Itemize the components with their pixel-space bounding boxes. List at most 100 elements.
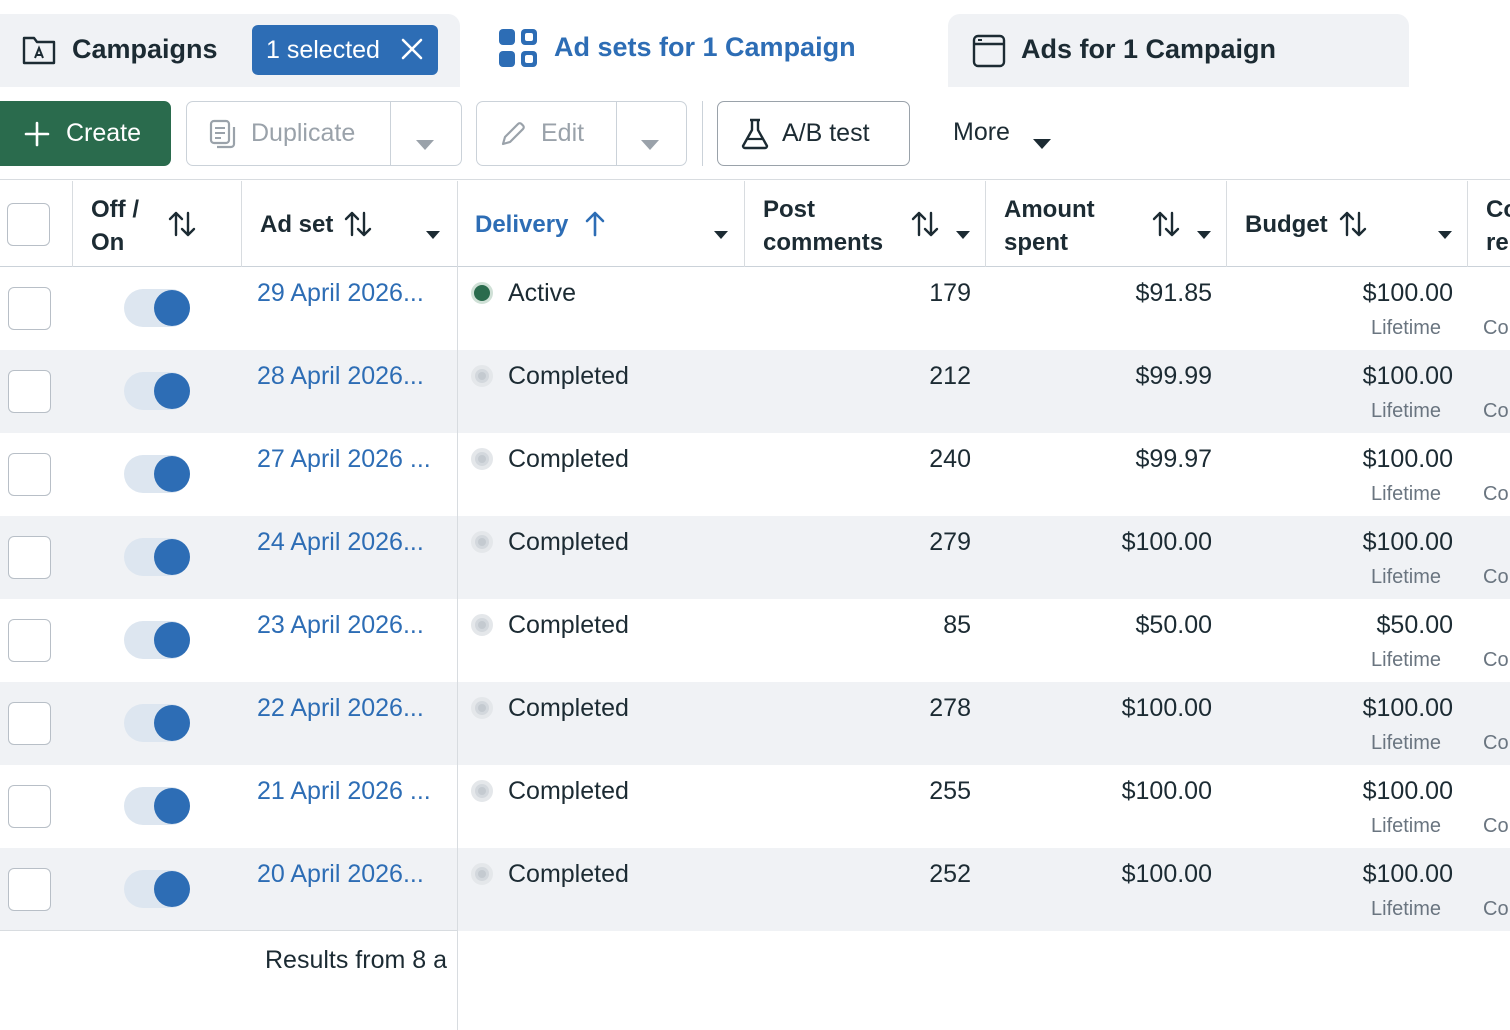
row-toggle[interactable] (124, 870, 190, 908)
amount-spent-value: $100.00 (1121, 860, 1212, 888)
row-toggle[interactable] (124, 538, 190, 576)
row-checkbox[interactable] (8, 453, 51, 496)
table-row[interactable]: 21 April 2026 ... Completed 255 $100.00 $100… (0, 765, 1510, 848)
amount-spent-value: $100.00 (1121, 777, 1212, 805)
duplicate-icon (209, 119, 237, 156)
budget-type: Lifetime (1371, 815, 1442, 837)
header-delivery[interactable]: Delivery (458, 181, 745, 267)
sort-ascending-icon[interactable] (584, 211, 606, 244)
next-column-partial: Co (1483, 400, 1509, 422)
beaker-icon (740, 118, 770, 157)
header-toggle[interactable]: Off / On (73, 181, 242, 267)
selection-pill[interactable]: 1 selected (252, 25, 438, 75)
header-select-all (0, 181, 73, 267)
ad-set-name-link[interactable]: 22 April 2026... (257, 694, 424, 722)
edit-button-label: Edit (541, 119, 585, 147)
sort-icon[interactable] (344, 211, 372, 244)
status-dot (471, 531, 493, 553)
ad-set-name-link[interactable]: 21 April 2026 ... (257, 777, 431, 805)
chevron-down-icon[interactable] (640, 129, 660, 158)
sort-icon[interactable] (168, 211, 196, 244)
header-ad-set-label: Ad set (260, 211, 334, 238)
edit-button[interactable]: Edit (476, 101, 687, 166)
row-checkbox[interactable] (8, 702, 51, 745)
sort-icon[interactable] (1339, 211, 1367, 244)
budget-value: $100.00 (1362, 528, 1453, 556)
budget-type: Lifetime (1371, 732, 1442, 754)
post-comments-value: 179 (929, 279, 971, 307)
column-menu-icon[interactable] (1196, 219, 1212, 247)
header-amount-spent-line2: spent (1004, 229, 1069, 256)
tab-ads[interactable]: Ads for 1 Campaign (948, 14, 1409, 87)
row-checkbox[interactable] (8, 536, 51, 579)
table-row[interactable]: 20 April 2026... Completed 252 $100.00 $100.… (0, 848, 1510, 931)
table-row[interactable]: 23 April 2026... Completed 85 $50.00 $50.00 L… (0, 599, 1510, 682)
row-toggle[interactable] (124, 621, 190, 659)
row-checkbox[interactable] (8, 370, 51, 413)
amount-spent-value: $91.85 (1135, 279, 1212, 307)
header-next-column[interactable]: Co re (1468, 181, 1510, 267)
header-ad-set[interactable]: Ad set (242, 181, 458, 267)
sort-icon[interactable] (1152, 211, 1180, 244)
button-divider (390, 102, 391, 165)
row-toggle[interactable] (124, 289, 190, 327)
next-column-partial: Co (1483, 649, 1509, 671)
ad-set-name-link[interactable]: 23 April 2026... (257, 611, 424, 639)
select-all-checkbox[interactable] (7, 203, 50, 246)
post-comments-value: 279 (929, 528, 971, 556)
row-toggle[interactable] (124, 704, 190, 742)
ad-set-name-link[interactable]: 27 April 2026 ... (257, 445, 431, 473)
table-row[interactable]: 28 April 2026... Completed 212 $99.99 $100.0… (0, 350, 1510, 433)
chevron-down-icon[interactable] (415, 129, 435, 158)
column-divider (457, 267, 458, 1030)
ad-set-name-link[interactable]: 24 April 2026... (257, 528, 424, 556)
delivery-status: Completed (508, 611, 629, 639)
tab-campaigns[interactable]: Campaigns 1 selected (0, 14, 460, 87)
column-menu-icon[interactable] (713, 219, 729, 247)
next-column-partial: Co (1483, 317, 1509, 339)
ad-set-name-link[interactable]: 20 April 2026... (257, 860, 424, 888)
ad-set-name-link[interactable]: 28 April 2026... (257, 362, 424, 390)
status-dot (471, 448, 493, 470)
next-column-partial: Co (1483, 732, 1509, 754)
column-menu-icon[interactable] (1437, 219, 1453, 247)
toggle-knob (154, 705, 190, 741)
row-toggle[interactable] (124, 455, 190, 493)
header-budget[interactable]: Budget (1227, 181, 1468, 267)
row-checkbox[interactable] (8, 785, 51, 828)
post-comments-value: 212 (929, 362, 971, 390)
ab-test-button[interactable]: A/B test (717, 101, 910, 166)
toggle-knob (154, 788, 190, 824)
table-row[interactable]: 27 April 2026 ... Completed 240 $99.97 $100.… (0, 433, 1510, 516)
more-button[interactable]: More (935, 101, 1070, 166)
column-menu-icon[interactable] (425, 219, 441, 247)
pencil-icon (499, 120, 527, 155)
duplicate-button-label: Duplicate (251, 119, 356, 147)
sort-icon[interactable] (911, 211, 939, 244)
toolbar: Create Duplicate Edit A/B test More (0, 87, 1510, 180)
duplicate-button[interactable]: Duplicate (186, 101, 462, 166)
status-dot (471, 365, 493, 387)
ad-sets-grid-icon (498, 28, 538, 73)
clear-selection-icon[interactable] (400, 37, 424, 61)
header-amount-spent[interactable]: Amount spent (986, 181, 1227, 267)
tab-ad-sets[interactable]: Ad sets for 1 Campaign (474, 8, 935, 88)
header-post-comments-line2: comments (763, 229, 884, 256)
budget-type: Lifetime (1371, 317, 1442, 339)
row-checkbox[interactable] (8, 868, 51, 911)
row-toggle[interactable] (124, 372, 190, 410)
table-row[interactable]: 29 April 2026... Active 179 $91.85 $100.00 Li… (0, 267, 1510, 350)
ad-set-name-link[interactable]: 29 April 2026... (257, 279, 424, 307)
table-row[interactable]: 22 April 2026... Completed 278 $100.00 $100.… (0, 682, 1510, 765)
row-toggle[interactable] (124, 787, 190, 825)
column-menu-icon[interactable] (955, 219, 971, 247)
post-comments-value: 240 (929, 445, 971, 473)
header-post-comments[interactable]: Post comments (745, 181, 986, 267)
table-row[interactable]: 24 April 2026... Completed 279 $100.00 $100.… (0, 516, 1510, 599)
toggle-knob (154, 290, 190, 326)
row-checkbox[interactable] (8, 619, 51, 662)
toggle-knob (154, 622, 190, 658)
row-checkbox[interactable] (8, 287, 51, 330)
create-button[interactable]: Create (0, 101, 171, 166)
next-column-partial: Co (1483, 898, 1509, 920)
